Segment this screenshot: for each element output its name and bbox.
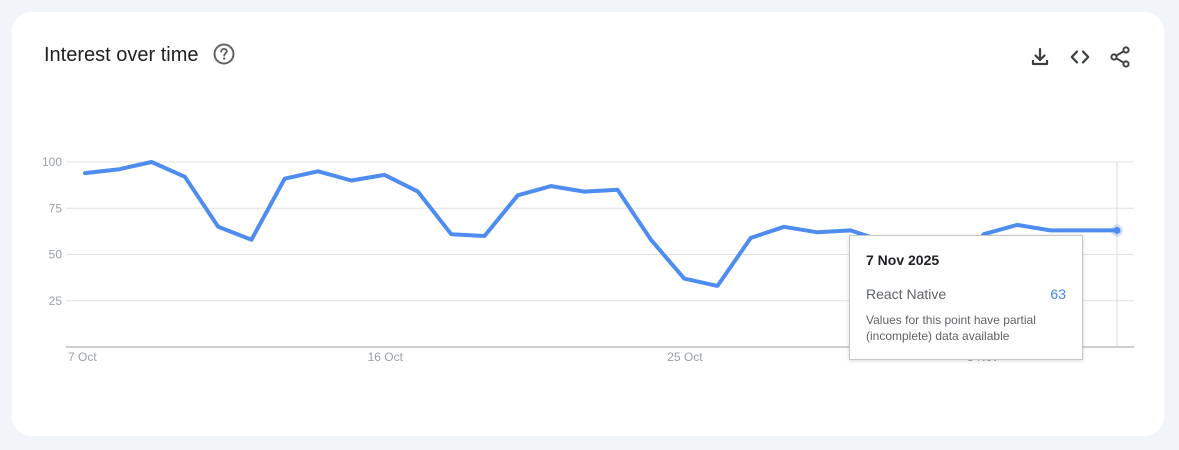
download-icon[interactable] bbox=[1028, 45, 1052, 69]
x-tick-label: 7 Oct bbox=[68, 350, 97, 364]
y-tick-label: 25 bbox=[49, 294, 63, 308]
tooltip-note: Values for this point have partial (inco… bbox=[866, 313, 1036, 343]
y-tick-label: 50 bbox=[49, 248, 63, 262]
help-circle-icon[interactable] bbox=[213, 43, 235, 65]
tooltip: 7 Nov 2025 React Native 63 Values for th… bbox=[849, 235, 1083, 360]
tooltip-series-name: React Native bbox=[866, 286, 947, 302]
interest-over-time-card: Interest over time 25 50 75 100 7 Oct 16 Oct 2… bbox=[12, 12, 1164, 436]
x-tick-label: 25 Oct bbox=[667, 350, 703, 364]
x-tick-label: 16 Oct bbox=[368, 350, 404, 364]
y-tick-label: 75 bbox=[49, 201, 63, 215]
share-icon[interactable] bbox=[1108, 45, 1132, 69]
chart-title: Interest over time bbox=[44, 44, 199, 66]
code-icon[interactable] bbox=[1068, 45, 1092, 69]
y-tick-label: 100 bbox=[42, 155, 62, 169]
hover-point bbox=[1113, 226, 1121, 234]
tooltip-date: 7 Nov 2025 bbox=[866, 252, 940, 268]
tooltip-value: 63 bbox=[1050, 286, 1066, 302]
